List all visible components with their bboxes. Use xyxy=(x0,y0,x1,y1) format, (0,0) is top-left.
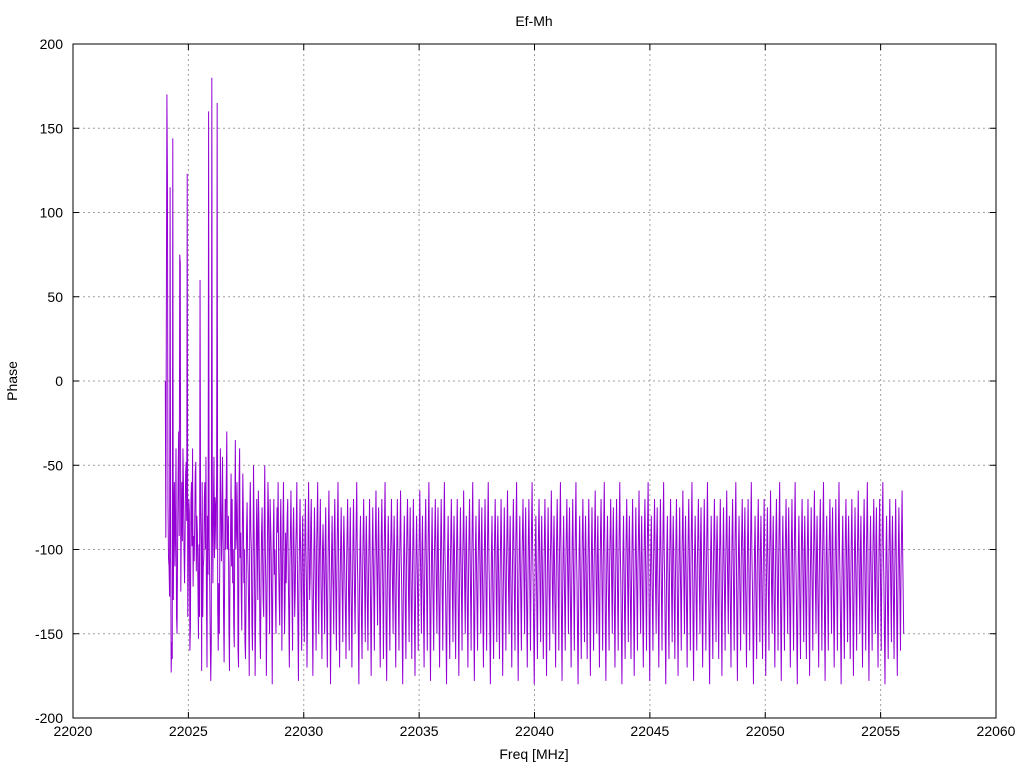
x-tick-label: 22035 xyxy=(400,723,439,739)
axis-ticks xyxy=(72,43,997,719)
y-tick-label: -100 xyxy=(35,542,63,558)
y-tick-label: -150 xyxy=(35,626,63,642)
phase-trace-line xyxy=(164,77,905,685)
y-tick-label: -50 xyxy=(43,457,63,473)
chart-title: Ef-Mh xyxy=(515,13,552,29)
y-tick-label: 150 xyxy=(40,120,64,136)
y-tick-label: 50 xyxy=(47,289,63,305)
y-tick-label: 200 xyxy=(40,36,64,52)
x-tick-label: 22020 xyxy=(54,723,93,739)
x-tick-label: 22060 xyxy=(977,723,1016,739)
x-tick-label: 22040 xyxy=(515,723,554,739)
phase-series xyxy=(164,77,905,685)
y-tick-label: 100 xyxy=(40,205,64,221)
x-tick-label: 22045 xyxy=(630,723,669,739)
x-axis-title: Freq [MHz] xyxy=(499,746,568,762)
tick-labels: 22020 22025 22030 22035 22040 22045 22050 22055… xyxy=(35,36,1016,739)
x-tick-label: 22050 xyxy=(746,723,785,739)
y-axis-title: Phase xyxy=(4,361,20,401)
x-tick-label: 22030 xyxy=(284,723,323,739)
y-tick-label: -200 xyxy=(35,710,63,726)
y-tick-label: 0 xyxy=(55,373,63,389)
x-tick-label: 22025 xyxy=(169,723,208,739)
x-tick-label: 22055 xyxy=(861,723,900,739)
